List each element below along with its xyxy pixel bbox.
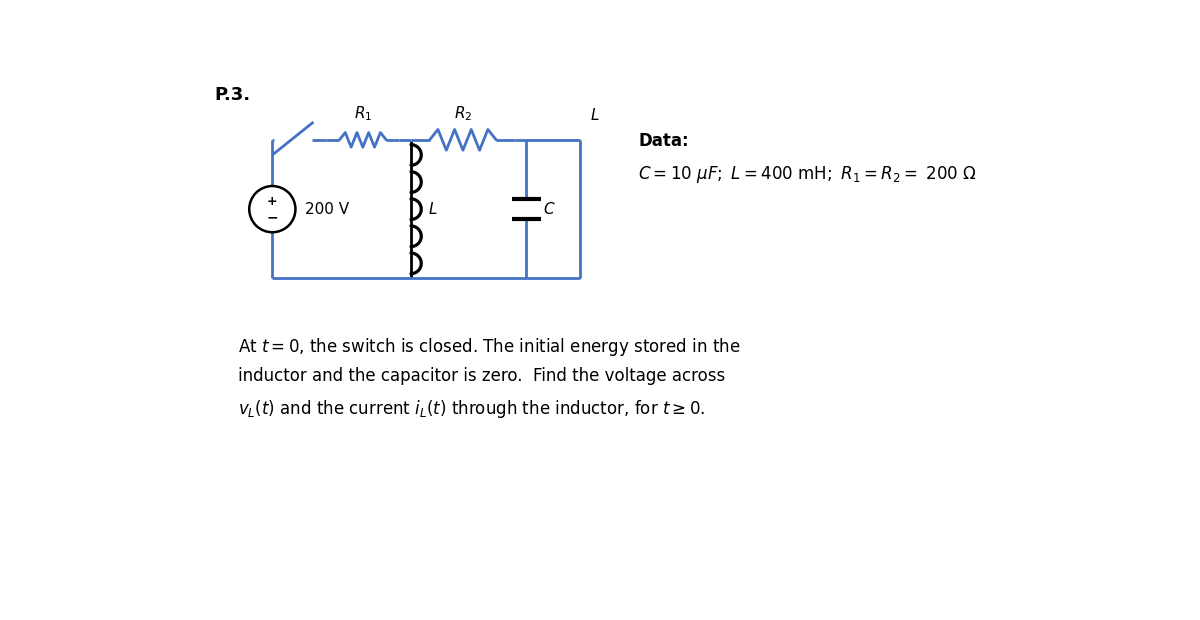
Text: +: + — [268, 195, 277, 208]
Text: At $t = 0$, the switch is closed. The initial energy stored in the: At $t = 0$, the switch is closed. The in… — [238, 336, 740, 358]
Text: $C = 10\ \mu F;\ L = 400\ \mathrm{mH};\ R_1 = R_2{=}\ 200\ \Omega$: $C = 10\ \mu F;\ L = 400\ \mathrm{mH};\ … — [638, 164, 977, 185]
Text: 200 V: 200 V — [305, 202, 349, 216]
Text: $v_L(t)$ and the current $i_L(t)$ through the inductor, for $t \geq 0$.: $v_L(t)$ and the current $i_L(t)$ throug… — [238, 398, 704, 420]
Text: Data:: Data: — [638, 132, 689, 150]
Text: $R_1$: $R_1$ — [354, 104, 372, 123]
Text: $C$: $C$ — [544, 201, 556, 217]
Text: $L$: $L$ — [589, 107, 599, 123]
Text: −: − — [266, 211, 278, 224]
Text: $L$: $L$ — [428, 201, 438, 217]
Text: inductor and the capacitor is zero.  Find the voltage across: inductor and the capacitor is zero. Find… — [238, 367, 725, 385]
Text: P.3.: P.3. — [215, 86, 251, 104]
Text: $R_2$: $R_2$ — [454, 104, 472, 123]
